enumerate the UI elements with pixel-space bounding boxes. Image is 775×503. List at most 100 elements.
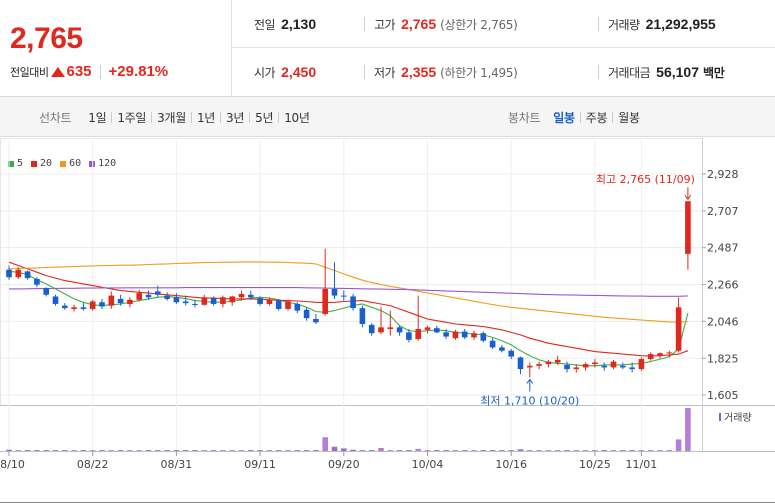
volume-bar (359, 450, 366, 451)
volume-bar (647, 450, 654, 451)
quote-header: 2,765 전일대비 635 +29.81% 전일 2,130 고가 2,765… (0, 0, 775, 97)
candle-body (629, 367, 635, 370)
legend-swatch (60, 160, 67, 167)
stat-value: 2,450 (281, 64, 317, 80)
candle-body (350, 296, 356, 309)
candle-body (675, 307, 682, 351)
divider (364, 65, 365, 79)
volume-bar (415, 448, 421, 451)
volume-bar (322, 437, 328, 451)
candle-body (210, 298, 217, 304)
ma60-line (8, 261, 688, 323)
ma5-line (8, 270, 689, 367)
volume-bar (350, 449, 356, 451)
volume-bar (210, 450, 217, 451)
legend-ma20: 20 (31, 158, 52, 169)
candle-body (238, 293, 245, 298)
candle-body (43, 288, 49, 295)
stat-label: 저가 (374, 66, 396, 80)
period-1y[interactable]: 1년 (196, 111, 216, 125)
candle-body (461, 331, 468, 338)
candle-body (527, 365, 533, 368)
volume-bar (127, 450, 133, 451)
candle-body (136, 293, 142, 300)
volume-bar (564, 450, 570, 451)
volume-bar (238, 450, 245, 451)
volume-bar (508, 450, 514, 451)
volume-bar (164, 450, 170, 451)
candlestick-chart[interactable]: 2,928 2,707 2,487 2,266 2,046 1,825 1,605 08/10… (0, 138, 775, 503)
volume-bar (452, 450, 459, 451)
legend-swatch (8, 160, 14, 167)
candle-body (601, 365, 607, 368)
y-tick-label: 2,266 (707, 279, 739, 292)
candle-weekly[interactable]: 주봉 (585, 111, 608, 125)
period-5y[interactable]: 5년 (255, 111, 274, 125)
divider (579, 112, 581, 123)
volume-bar (443, 450, 449, 451)
x-tick-label: 09/20 (328, 458, 360, 471)
candle-body (443, 332, 449, 337)
quote-stats: 전일 2,130 고가 2,765 (상한가 2,765) 거래량 21,292… (232, 0, 775, 97)
legend-label: 20 (40, 158, 53, 169)
volume-bar (275, 450, 282, 451)
candle-chart-periods: 봉차트 일봉 주봉 월봉 (508, 109, 645, 126)
stat-label: 고가 (374, 18, 396, 32)
volume-bar (6, 449, 12, 451)
candle-body (248, 294, 254, 298)
volume-bar (136, 450, 142, 451)
volume-bar (573, 450, 580, 451)
volume-bar (145, 450, 152, 451)
volume-bar (173, 450, 180, 451)
candle-body (313, 318, 319, 323)
divider (598, 65, 599, 79)
candle-body (145, 294, 152, 298)
period-1d[interactable]: 1일 (88, 111, 107, 125)
stat-unit: 백만 (703, 66, 725, 80)
period-3y[interactable]: 3년 (226, 111, 245, 125)
legend-ma120: 120 (89, 158, 116, 169)
stat-prev-close: 전일 2,130 (254, 16, 316, 33)
candle-body (666, 352, 673, 354)
candle-body (499, 347, 505, 351)
candle-body (368, 324, 375, 334)
candle-body (564, 364, 570, 370)
line-chart-periods: 선차트 1일 1주일 3개월 1년 3년 5년 10년 (39, 109, 315, 126)
period-10y[interactable]: 10년 (284, 111, 310, 125)
period-3m[interactable]: 3개월 (157, 111, 186, 125)
divider (220, 112, 222, 123)
candle-body (341, 295, 347, 297)
candle-body (424, 327, 431, 330)
volume-bar (257, 450, 263, 451)
candle-body (303, 309, 310, 319)
x-tick-label: 08/22 (77, 458, 109, 471)
candle-body (396, 327, 403, 333)
legend-label: 5 (17, 158, 24, 169)
volume-bar (15, 450, 22, 451)
candle-body (229, 296, 235, 303)
candle-body (517, 357, 524, 370)
candle-body (554, 359, 561, 363)
x-tick-label: 08/10 (0, 458, 25, 471)
stat-value: 2,765 (401, 16, 437, 32)
legend-ma5: 5 (8, 158, 23, 169)
period-toolbar: 선차트 1일 1주일 3개월 1년 3년 5년 10년 봉차트 일봉 주봉 월봉 (0, 97, 775, 137)
stat-value: 2,355 (401, 64, 437, 80)
change-row: 전일대비 635 +29.81% (10, 63, 168, 80)
candle-daily[interactable]: 일봉 (553, 111, 575, 125)
volume-bar (685, 408, 691, 451)
volume-bar (201, 450, 208, 451)
legend-swatch (89, 160, 96, 167)
volume-bar (117, 450, 124, 451)
candle-body (685, 201, 691, 254)
candle-body (638, 359, 645, 370)
high-annotation: 최고 2,765 (11/09) (596, 173, 695, 186)
y-tick-label: 2,707 (707, 205, 739, 218)
volume-bar (582, 450, 589, 451)
candle-body (573, 367, 580, 370)
candle-monthly[interactable]: 월봉 (618, 111, 640, 125)
divider (190, 112, 192, 123)
volume-bar (480, 450, 487, 451)
period-1w[interactable]: 1주일 (117, 111, 147, 125)
stat-sub: (상한가 2,765) (440, 18, 518, 32)
